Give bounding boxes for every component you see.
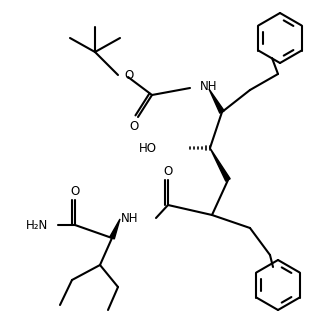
Polygon shape [209, 89, 224, 113]
Polygon shape [210, 148, 230, 181]
Text: O: O [164, 164, 173, 178]
Text: O: O [129, 120, 139, 132]
Polygon shape [110, 219, 120, 239]
Text: HO: HO [139, 141, 157, 154]
Text: H₂N: H₂N [26, 218, 48, 232]
Text: O: O [124, 68, 133, 81]
Text: O: O [70, 184, 80, 197]
Text: NH: NH [200, 79, 217, 92]
Text: NH: NH [121, 212, 138, 224]
